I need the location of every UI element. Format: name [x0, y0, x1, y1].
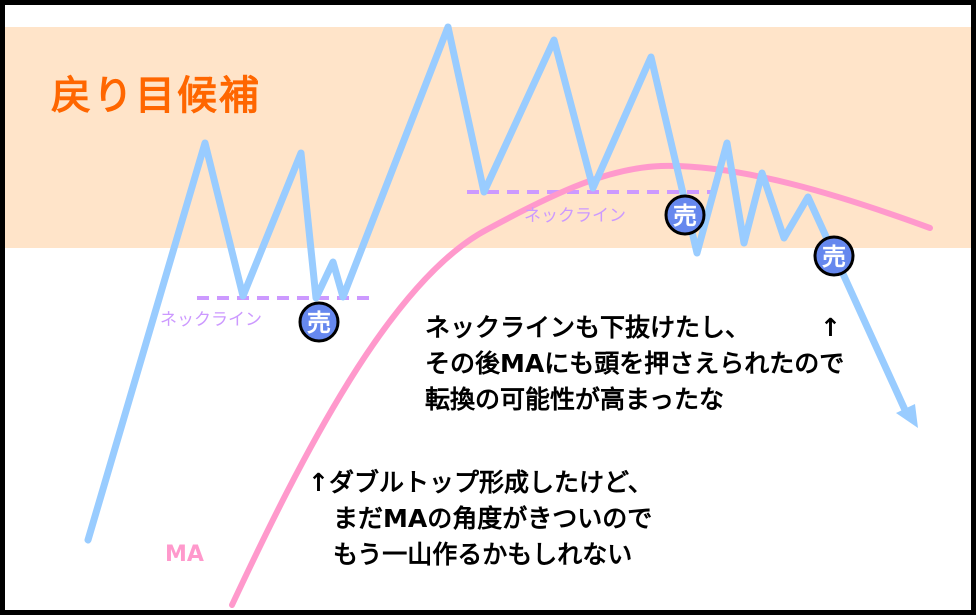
ma-curve: [229, 162, 933, 608]
note-line: ネックラインも下抜けたし、: [425, 313, 751, 342]
sell-marker-label: 売: [307, 309, 331, 337]
chart-svg: 売 売 売: [5, 23, 971, 608]
note-line: もう一山作るかもしれない: [333, 540, 633, 569]
note-line: ↑ダブルトップ形成したけど、: [308, 468, 653, 497]
sell-marker-label: 売: [673, 202, 697, 230]
price-line: [84, 23, 909, 544]
note-top: ネックラインも下抜けたし、 その後MAにも頭を押さえられたので 転換の可能性が高…: [425, 310, 844, 418]
sell-marker: 売: [298, 301, 340, 343]
diagram-canvas: 売 売 売 戻り目候補 ネックライン ネックライン MA ネックラインも下抜けた…: [5, 5, 971, 610]
note-line: その後MAにも頭を押さえられたので: [425, 349, 845, 378]
pullback-zone: [5, 27, 971, 248]
note-bottom: ↑ダブルトップ形成したけど、 まだMAの角度がきついので もう一山作るかもしれな…: [308, 465, 653, 573]
neckline-label-right: ネックライン: [524, 206, 626, 226]
neckline-label-left: ネックライン: [160, 310, 262, 330]
note-line: まだMAの角度がきついので: [333, 504, 653, 533]
note-line: 転換の可能性が高まったな: [425, 385, 725, 414]
sell-marker: 売: [664, 194, 706, 236]
up-arrow-note: ↑: [820, 313, 841, 342]
ma-label: MA: [165, 542, 204, 567]
sell-marker: 売: [813, 235, 855, 277]
sell-marker-label: 売: [822, 243, 846, 271]
price-arrowhead: [896, 404, 918, 428]
zone-title: 戻り目候補: [51, 73, 261, 119]
